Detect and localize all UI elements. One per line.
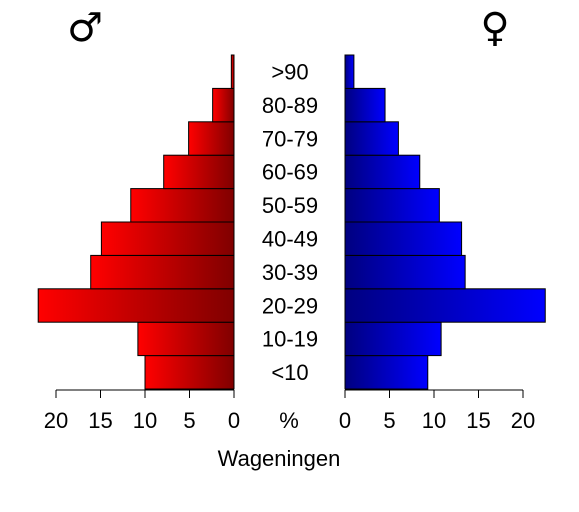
- bar-female: [344, 121, 399, 156]
- legend-male: ♂: [67, 5, 103, 51]
- x-tick-label: 15: [466, 408, 490, 433]
- bar-male: [188, 121, 235, 156]
- category-label: 40-49: [262, 227, 318, 252]
- x-tick-label: 5: [183, 408, 195, 433]
- category-label: 10-19: [262, 327, 318, 352]
- bar-male: [137, 321, 235, 357]
- bar-male: [144, 355, 235, 390]
- category-label: 20-29: [262, 293, 318, 318]
- bar-female: [344, 188, 440, 223]
- x-tick-label: 10: [422, 408, 446, 433]
- legend-female: ♀: [480, 5, 509, 51]
- bar-female: [344, 54, 355, 89]
- x-tick-label: 15: [88, 408, 112, 433]
- x-tick-label: 10: [133, 408, 157, 433]
- bar-female: [344, 355, 429, 390]
- category-label: 60-69: [262, 160, 318, 185]
- x-tick-label: 0: [228, 408, 240, 433]
- bar-female: [344, 221, 463, 256]
- bar-female: [344, 87, 386, 123]
- x-axis-label: %: [279, 408, 299, 433]
- bar-female: [344, 321, 442, 357]
- category-label: >90: [271, 60, 308, 85]
- bar-male: [90, 254, 235, 290]
- category-label: 50-59: [262, 193, 318, 218]
- bar-female: [344, 154, 421, 190]
- bar-male: [230, 54, 235, 89]
- bar-female: [344, 254, 466, 290]
- bar-male: [163, 154, 235, 190]
- x-tick-label: 0: [339, 408, 351, 433]
- x-tick-label: 20: [44, 408, 68, 433]
- category-label: 70-79: [262, 126, 318, 151]
- bar-male: [212, 87, 235, 123]
- category-label: 80-89: [262, 93, 318, 118]
- category-label: 30-39: [262, 260, 318, 285]
- x-tick-label: 20: [511, 408, 535, 433]
- bar-male: [100, 221, 235, 256]
- x-tick-label: 5: [383, 408, 395, 433]
- bar-male: [130, 188, 235, 223]
- category-label: <10: [271, 360, 308, 385]
- bar-female: [344, 288, 546, 323]
- bar-male: [37, 288, 235, 323]
- chart-title: Wageningen: [218, 446, 341, 471]
